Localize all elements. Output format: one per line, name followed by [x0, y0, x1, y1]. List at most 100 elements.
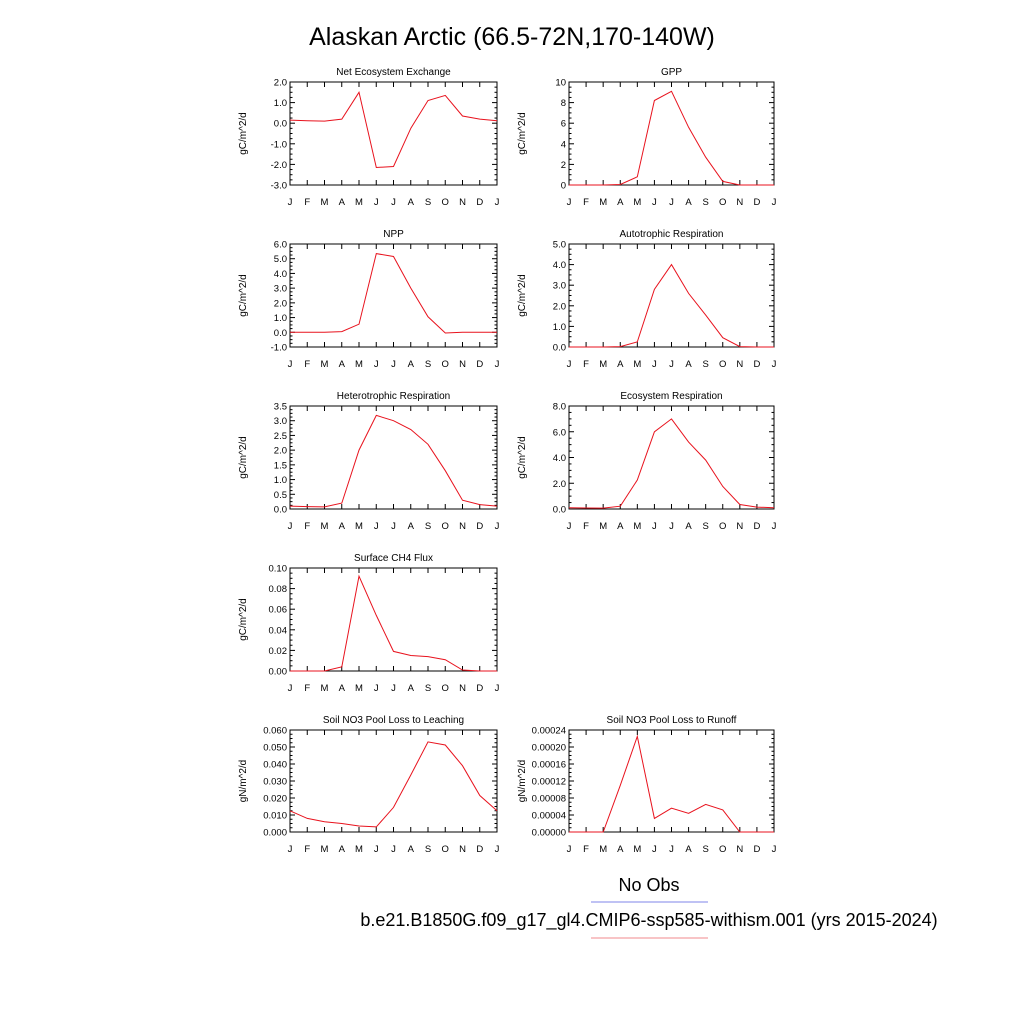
x-tick-label: N	[459, 359, 466, 370]
x-tick-label: J	[391, 359, 396, 370]
series-line	[569, 734, 774, 833]
plot-frame	[568, 81, 775, 186]
x-tick-label: A	[685, 521, 692, 532]
y-tick-label: 0.050	[263, 743, 287, 754]
y-axis-label: gC/m^2/d	[517, 274, 528, 317]
x-tick-label: A	[408, 683, 415, 694]
x-tick-label: M	[599, 197, 607, 208]
x-tick-label: J	[495, 197, 500, 208]
y-tick-label: 0.0	[274, 328, 287, 339]
chart-panel-6: Ecosystem Respiration gC/m^2/d 0.0 2.0 4.0 6.…	[517, 391, 777, 532]
x-tick-label: S	[425, 359, 431, 370]
x-tick-label: J	[567, 521, 572, 532]
x-tick-label: J	[391, 683, 396, 694]
x-tick-label: A	[339, 197, 346, 208]
y-tick-label: 2	[561, 160, 566, 171]
panel-title: Net Ecosystem Exchange	[336, 67, 451, 78]
plot-frame	[289, 81, 498, 186]
x-tick-label: J	[495, 359, 500, 370]
chart-panels: Net Ecosystem Exchange gC/m^2/d -3.0 -2.0 -1…	[238, 67, 777, 855]
plot-frame	[289, 567, 498, 672]
series-line	[569, 90, 774, 186]
x-tick-label: D	[476, 521, 483, 532]
x-tick-label: N	[736, 359, 743, 370]
x-tick-label: N	[459, 844, 466, 855]
series-line	[290, 574, 497, 672]
y-tick-label: 3.5	[274, 402, 287, 413]
y-tick-label: 2.5	[274, 431, 287, 442]
x-tick-label: J	[669, 197, 674, 208]
x-tick-label: J	[288, 197, 293, 208]
x-tick-label: M	[355, 197, 363, 208]
x-tick-label: S	[702, 521, 708, 532]
x-tick-label: F	[583, 197, 589, 208]
y-tick-label: 1.0	[274, 475, 287, 486]
x-tick-label: D	[753, 197, 760, 208]
panel-title: Soil NO3 Pool Loss to Leaching	[323, 715, 464, 726]
y-tick-label: 0.04	[269, 625, 288, 636]
y-axis-label: gN/m^2/d	[517, 760, 528, 803]
y-tick-label: 0	[561, 181, 566, 192]
y-tick-label: 0.06	[269, 605, 288, 616]
y-tick-label: 0.010	[263, 811, 287, 822]
y-tick-label: 0.00	[269, 667, 288, 678]
y-axis-label: gC/m^2/d	[238, 274, 249, 317]
y-tick-label: 8	[561, 98, 566, 109]
x-tick-label: J	[772, 197, 777, 208]
panel-title: Autotrophic Respiration	[620, 229, 724, 240]
y-tick-label: 0.0	[274, 119, 287, 130]
legend-model-label: b.e21.B1850G.f09_g17_gl4.CMIP6-ssp585-wi…	[360, 910, 937, 931]
x-tick-label: M	[599, 359, 607, 370]
chart-panel-7: Surface CH4 Flux gC/m^2/d 0.00 0.02 0.04 0.06…	[238, 553, 500, 694]
y-axis-label: gC/m^2/d	[238, 436, 249, 479]
x-tick-label: J	[495, 844, 500, 855]
x-tick-label: J	[374, 683, 379, 694]
x-tick-label: A	[617, 197, 624, 208]
y-tick-label: 6	[561, 119, 566, 130]
y-tick-label: 0.00016	[532, 760, 566, 771]
x-tick-label: N	[459, 521, 466, 532]
x-tick-label: J	[669, 844, 674, 855]
y-tick-label: 0.060	[263, 726, 287, 737]
y-tick-label: 4	[561, 139, 566, 150]
x-tick-label: J	[669, 521, 674, 532]
y-axis-label: gC/m^2/d	[238, 598, 249, 641]
y-axis-label: gC/m^2/d	[517, 436, 528, 479]
y-tick-label: 0.0	[274, 505, 287, 516]
x-tick-label: J	[391, 844, 396, 855]
y-tick-label: 2.0	[274, 446, 287, 457]
x-tick-label: J	[772, 521, 777, 532]
plot-frame	[289, 405, 498, 510]
x-tick-label: J	[391, 521, 396, 532]
y-tick-label: 4.0	[553, 453, 566, 464]
y-tick-label: 4.0	[274, 269, 287, 280]
x-tick-label: M	[633, 359, 641, 370]
y-tick-label: -3.0	[271, 181, 287, 192]
y-tick-label: -2.0	[271, 160, 287, 171]
y-tick-label: 0.10	[269, 564, 288, 575]
x-tick-label: J	[567, 197, 572, 208]
x-tick-label: J	[652, 844, 657, 855]
x-tick-label: J	[652, 197, 657, 208]
y-tick-label: 2.0	[553, 301, 566, 312]
x-tick-label: N	[736, 521, 743, 532]
x-tick-label: A	[685, 844, 692, 855]
y-tick-label: 0.040	[263, 760, 287, 771]
x-tick-label: M	[321, 844, 329, 855]
x-tick-label: O	[719, 844, 726, 855]
x-tick-label: M	[321, 521, 329, 532]
y-tick-label: 0.00008	[532, 794, 566, 805]
x-tick-label: D	[476, 197, 483, 208]
y-tick-label: 10	[555, 78, 566, 89]
x-tick-label: O	[442, 521, 449, 532]
y-tick-label: 0.00012	[532, 777, 566, 788]
y-tick-label: 0.5	[274, 490, 287, 501]
y-tick-label: 2.0	[274, 78, 287, 89]
y-tick-label: 1.0	[274, 98, 287, 109]
x-tick-label: O	[719, 521, 726, 532]
y-tick-label: 0.0	[553, 505, 566, 516]
panel-title: Soil NO3 Pool Loss to Runoff	[607, 715, 737, 726]
x-tick-label: J	[288, 359, 293, 370]
chart-panel-5: Heterotrophic Respiration gC/m^2/d 0.0 0.5 1…	[238, 391, 500, 532]
